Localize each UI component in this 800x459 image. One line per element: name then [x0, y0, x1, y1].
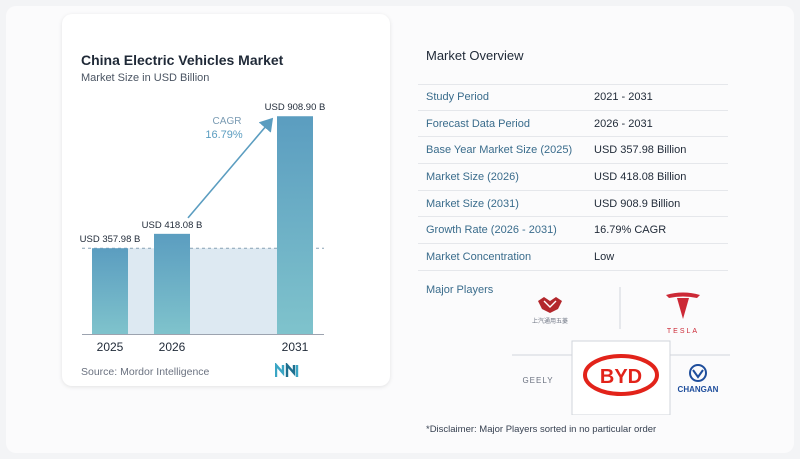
overview-row: Market Size (2026) USD 418.08 Billion: [418, 164, 728, 191]
chart-subtitle: Market Size in USD Billion: [81, 72, 210, 84]
tesla-logo-icon: TESLA: [666, 292, 700, 335]
overview-row-label: Forecast Data Period: [426, 117, 530, 130]
x-tick-label: 2031: [282, 340, 309, 354]
bar-data-label: USD 908.90 B: [265, 102, 326, 113]
overview-row-label: Market Concentration: [426, 250, 532, 263]
tesla-logo-text: TESLA: [667, 328, 699, 335]
x-tick-label: 2025: [97, 340, 124, 354]
major-players-label: Major Players: [426, 284, 494, 296]
overview-row-label: Growth Rate (2026 - 2031): [426, 224, 557, 237]
overview-row-label: Base Year Market Size (2025): [426, 144, 573, 157]
chart-title: China Electric Vehicles Market: [81, 52, 284, 68]
overview-row-value: 2021 - 2031: [594, 91, 653, 104]
overview-row-label: Market Size (2031): [426, 197, 519, 210]
cagr-label: CAGR: [213, 116, 242, 127]
x-tick-label: 2026: [159, 340, 186, 354]
overview-row: Base Year Market Size (2025) USD 357.98 …: [418, 137, 728, 165]
chart-card: China Electric Vehicles Market Market Si…: [62, 14, 390, 386]
overview-row-label: Market Size (2026): [426, 170, 519, 183]
disclaimer-note: *Disclaimer: Major Players sorted in no …: [426, 424, 657, 435]
overview-row: Growth Rate (2026 - 2031) 16.79% CAGR: [418, 217, 728, 245]
overview-row: Market Size (2031) USD 908.9 Billion: [418, 191, 728, 218]
sgmw-logo-icon: 上汽通用五菱: [532, 297, 568, 325]
major-players-grid: 上汽通用五菱 TESLA GEELY BYD CHANGAN: [512, 287, 730, 415]
bar-data-label: USD 418.08 B: [142, 220, 203, 231]
overview-title: Market Overview: [426, 48, 524, 63]
overview-row-value: 16.79% CAGR: [594, 224, 667, 237]
overview-row-label: Study Period: [426, 91, 489, 104]
geely-logo-text: GEELY: [522, 376, 553, 385]
cagr-arrow: [187, 117, 274, 219]
overview-row: Forecast Data Period 2026 - 2031: [418, 111, 728, 138]
mordor-intelligence-logo-icon: [275, 363, 299, 377]
overview-row: Market Concentration Low: [418, 244, 728, 271]
overview-row-value: Low: [594, 250, 615, 263]
bar-2025: [92, 248, 128, 334]
source-note: Source: Mordor Intelligence: [81, 366, 210, 378]
byd-highlight-box: [571, 340, 671, 415]
overview-table: Study Period 2021 - 2031 Forecast Data P…: [418, 84, 728, 271]
byd-logo-icon: BYD: [583, 354, 659, 396]
bar-2026: [154, 233, 190, 334]
byd-logo-text: BYD: [600, 366, 642, 388]
overview-row-value: USD 418.08 Billion: [594, 170, 687, 183]
baseline-shade: [92, 248, 313, 334]
bar-chart: USD 357.98 B 2025 USD 418.08 B 2026 USD 908.…: [80, 102, 326, 354]
changan-logo-text: CHANGAN: [678, 385, 719, 394]
bar-2031: [277, 116, 313, 334]
bar-data-label: USD 357.98 B: [80, 234, 141, 245]
sgmw-logo-text: 上汽通用五菱: [532, 317, 568, 325]
overview-row-value: 2026 - 2031: [594, 117, 653, 130]
cagr-value: 16.79%: [205, 129, 243, 141]
overview-row-value: USD 908.9 Billion: [594, 197, 681, 210]
overview-row: Study Period 2021 - 2031: [418, 84, 728, 111]
overview-row-value: USD 357.98 Billion: [594, 144, 687, 157]
changan-logo-icon: CHANGAN: [678, 364, 719, 394]
